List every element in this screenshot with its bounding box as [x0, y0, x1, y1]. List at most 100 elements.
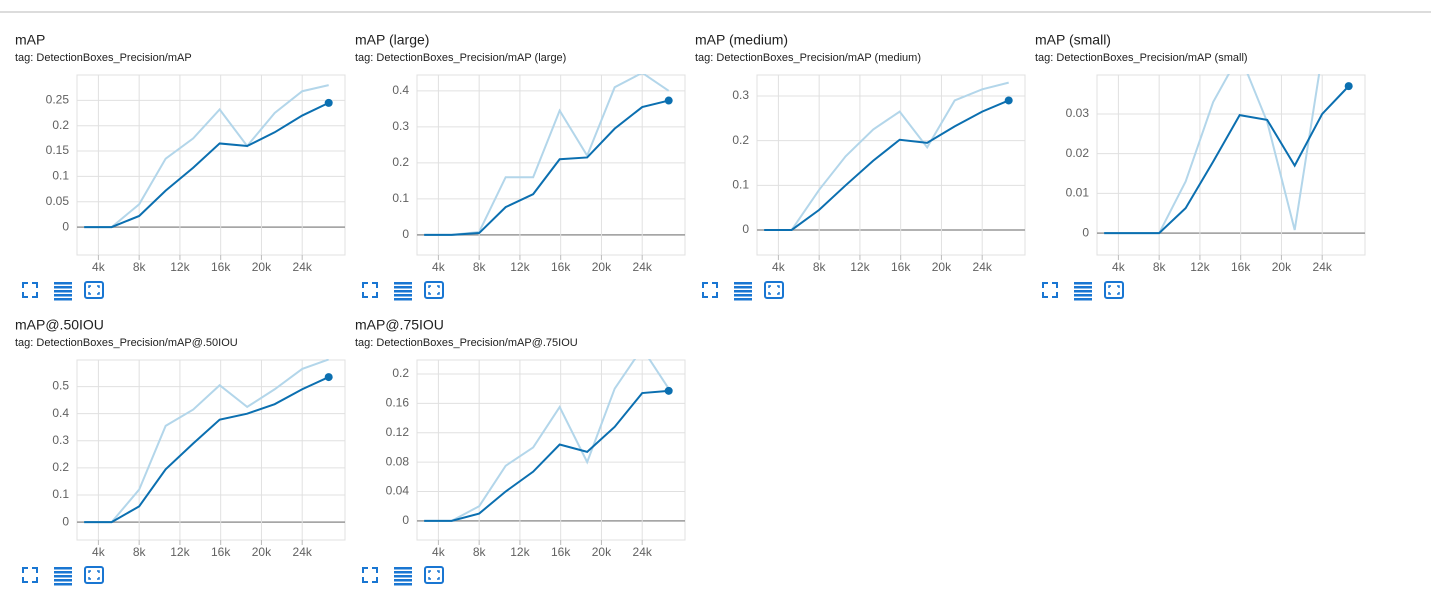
- log-scale-button[interactable]: [734, 282, 752, 301]
- series-line: [84, 84, 329, 229]
- icon: [764, 281, 784, 299]
- icon: [54, 290, 72, 293]
- log-scale-button[interactable]: [394, 567, 412, 586]
- y-tick-label: 0.2: [392, 155, 409, 169]
- chart-subtitle: tag: DetectionBoxes_Precision/mAP (mediu…: [695, 52, 921, 64]
- series-line: [1104, 85, 1350, 235]
- plot-frame: [756, 74, 1026, 256]
- fullscreen-button[interactable]: [1042, 282, 1058, 298]
- icon: [362, 282, 378, 298]
- fit-domain-button[interactable]: [84, 281, 104, 299]
- chart-subtitle: tag: DetectionBoxes_Precision/mAP (large…: [355, 52, 566, 64]
- y-tick-label: 0.2: [392, 366, 409, 380]
- fit-domain-button[interactable]: [424, 566, 444, 584]
- x-tick-label: 16k: [891, 260, 911, 274]
- x-tick-label: 20k: [252, 545, 272, 559]
- series-line: [84, 359, 330, 524]
- x-tick-label: 24k: [1313, 260, 1333, 274]
- icon: [22, 282, 38, 298]
- icon: [1074, 298, 1092, 301]
- icon: [394, 579, 412, 582]
- plot-frame: [76, 74, 346, 256]
- chart-panel: mAP tag: DetectionBoxes_Precision/mAP 0 0.0…: [15, 32, 346, 301]
- x-tick-label: 24k: [633, 545, 653, 559]
- last-point: [1344, 82, 1353, 91]
- chart-panel: mAP@.50IOU tag: DetectionBoxes_Precision/…: [15, 317, 346, 586]
- fit-domain-button[interactable]: [84, 566, 104, 584]
- x-tick-label: 20k: [592, 260, 612, 274]
- y-tick-label: 0.25: [46, 93, 70, 107]
- icon: [1074, 286, 1092, 289]
- log-scale-button[interactable]: [54, 567, 72, 586]
- series-line: [424, 359, 670, 522]
- chart-subtitle: tag: DetectionBoxes_Precision/mAP (small…: [1035, 52, 1248, 64]
- icon: [1074, 290, 1092, 293]
- icon: [54, 583, 72, 586]
- icon: [702, 282, 718, 298]
- x-tick-label: 8k: [473, 545, 487, 559]
- icon: [1042, 282, 1058, 298]
- x-tick-label: 24k: [633, 260, 653, 274]
- icon: [394, 575, 412, 578]
- series-line: [424, 74, 670, 236]
- y-tick-label: 0.04: [386, 484, 410, 498]
- y-tick-label: 0: [402, 227, 409, 241]
- y-tick-label: 0: [62, 219, 69, 233]
- icon: [1108, 285, 1120, 295]
- icon: [394, 298, 412, 301]
- icon: [84, 566, 104, 584]
- log-scale-button[interactable]: [54, 282, 72, 301]
- fullscreen-button[interactable]: [362, 567, 378, 583]
- icon: [424, 281, 444, 299]
- fullscreen-button[interactable]: [362, 282, 378, 298]
- icon: [734, 294, 752, 297]
- icon: [734, 286, 752, 289]
- last-point: [664, 96, 673, 105]
- fit-domain-button[interactable]: [1104, 281, 1124, 299]
- x-tick-label: 8k: [473, 260, 487, 274]
- x-tick-label: 20k: [1272, 260, 1292, 274]
- y-tick-label: 0.4: [392, 83, 409, 97]
- x-tick-label: 4k: [772, 260, 786, 274]
- chart-title: mAP (medium): [695, 32, 788, 48]
- log-scale-button[interactable]: [394, 282, 412, 301]
- x-tick-label: 12k: [1190, 260, 1210, 274]
- x-tick-label: 8k: [133, 545, 147, 559]
- fit-domain-button[interactable]: [764, 281, 784, 299]
- x-tick-label: 8k: [133, 260, 147, 274]
- x-tick-label: 16k: [551, 545, 571, 559]
- fullscreen-button[interactable]: [22, 567, 38, 583]
- series-line: [424, 99, 669, 236]
- fullscreen-button[interactable]: [702, 282, 718, 298]
- icon: [54, 286, 72, 289]
- last-point: [324, 98, 333, 107]
- x-tick-label: 20k: [932, 260, 952, 274]
- log-scale-button[interactable]: [1074, 282, 1092, 301]
- chart-panel: mAP (large) tag: DetectionBoxes_Precision…: [355, 32, 686, 301]
- plot-frame: [1096, 74, 1366, 256]
- icon: [1104, 281, 1124, 299]
- icon: [88, 570, 100, 580]
- y-tick-label: 0: [1082, 225, 1089, 239]
- y-tick-label: 0.2: [52, 460, 69, 474]
- x-tick-label: 12k: [510, 545, 530, 559]
- icon: [54, 567, 72, 570]
- y-tick-label: 0.1: [732, 177, 749, 191]
- x-tick-label: 12k: [850, 260, 870, 274]
- icon: [734, 290, 752, 293]
- chart-subtitle: tag: DetectionBoxes_Precision/mAP@.75IOU: [355, 337, 578, 349]
- chart-title: mAP@.75IOU: [355, 317, 444, 333]
- chart-panel: mAP@.75IOU tag: DetectionBoxes_Precision/…: [355, 317, 686, 586]
- icon: [394, 286, 412, 289]
- y-tick-label: 0.01: [1066, 186, 1090, 200]
- chart-title: mAP (small): [1035, 32, 1111, 48]
- icon: [362, 567, 378, 583]
- chart-title: mAP (large): [355, 32, 429, 48]
- series-line: [1104, 74, 1321, 235]
- x-tick-label: 24k: [293, 260, 313, 274]
- plot-frame: [416, 359, 686, 541]
- fullscreen-button[interactable]: [22, 282, 38, 298]
- fit-domain-button[interactable]: [424, 281, 444, 299]
- icon: [1074, 294, 1092, 297]
- y-tick-label: 0.08: [386, 454, 410, 468]
